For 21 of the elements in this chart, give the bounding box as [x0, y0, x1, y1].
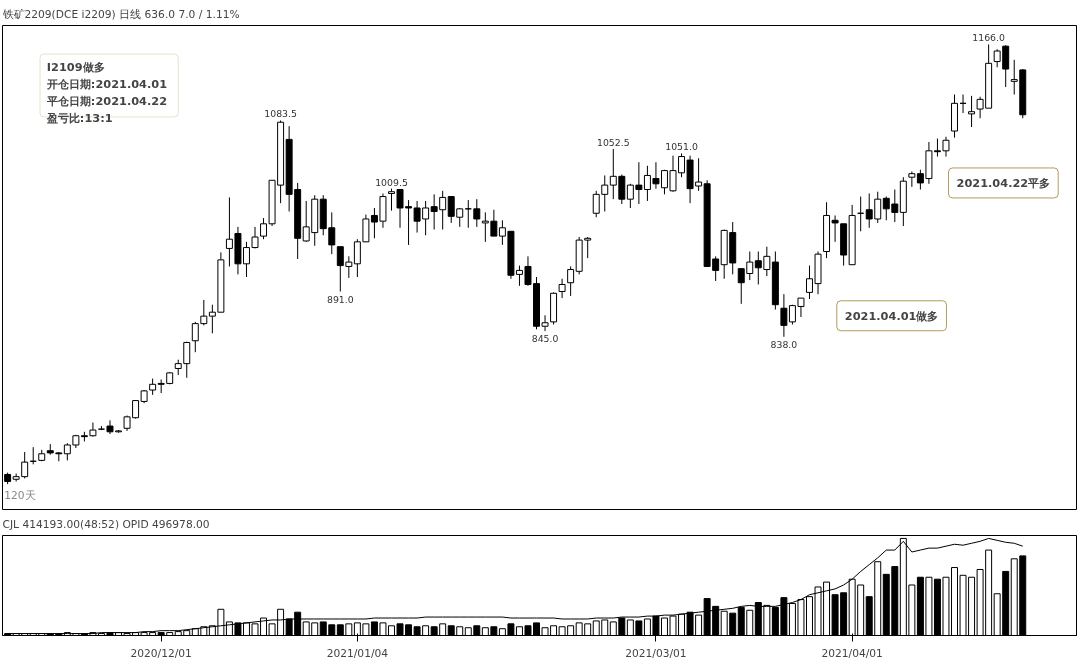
- annotation: 1052.5: [596, 137, 630, 149]
- chart-title: CJL 414193.00(48:52) OPID 496978.00: [2, 517, 210, 531]
- text: 120天: [4, 489, 36, 503]
- annotation: 891.0: [326, 293, 354, 305]
- x-tick-label: 2020/12/01: [130, 646, 192, 660]
- annotation: 1051.0: [665, 141, 698, 153]
- annotation: 盈亏比:13:1: [45, 110, 113, 125]
- annotation: 838.0: [770, 338, 798, 350]
- annotation: 845.0: [531, 333, 559, 345]
- annotation: I2109做多: [46, 59, 105, 74]
- annotation: 平仓日期:2021.04.22: [45, 93, 168, 108]
- annotation: 2021.04.22平多: [956, 175, 1051, 190]
- x-tick-label: 2021/01/04: [326, 646, 389, 660]
- annotation: 1166.0: [972, 32, 1006, 44]
- annotation: 1083.5: [264, 108, 297, 120]
- chart-title: 铁矿2209(DCE i2209) 日线 636.0 7.0 / 1.11%: [1, 7, 240, 21]
- annotation: 开仓日期:2021.04.01: [45, 76, 168, 91]
- annotation: 1009.5: [375, 176, 408, 188]
- x-tick-label: 2021/03/01: [625, 646, 687, 660]
- annotation: 2021.04.01做多: [844, 308, 939, 323]
- x-tick-label: 2021/04/01: [821, 646, 883, 660]
